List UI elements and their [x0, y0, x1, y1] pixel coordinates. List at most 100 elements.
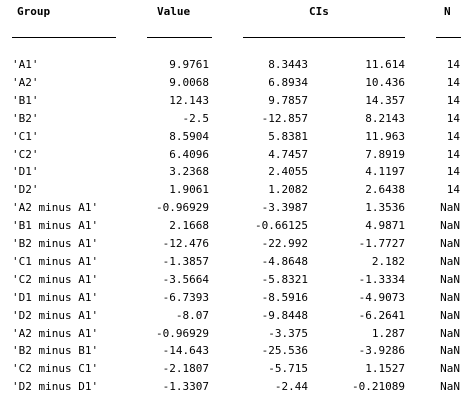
- row-group: 'B2 minus A1': [12, 237, 99, 250]
- row-value: 8.5904: [169, 129, 209, 143]
- row-ci-low: 6.8934: [268, 75, 308, 89]
- table-row: 'D1 minus A1' -6.7393 -8.5916 -4.9073 NaN: [0, 289, 475, 306]
- table-row: 'A2 minus A1' -0.96929 -3.375 1.287 NaN: [0, 325, 475, 342]
- header-cis: CIs: [309, 5, 329, 18]
- table-row: 'C1 minus A1' -1.3857 -4.8648 2.182 NaN: [0, 253, 475, 270]
- row-ci-low: -5.8321: [261, 272, 308, 286]
- row-group: 'D1': [12, 165, 39, 179]
- table-row: 'B1' 12.143 9.7857 14.357 14: [0, 92, 475, 109]
- row-group: 'D1 minus A1': [12, 290, 99, 304]
- row-value: -6.7393: [162, 290, 209, 304]
- row-n: NaN: [440, 308, 460, 322]
- row-ci-low: -25.536: [261, 344, 308, 358]
- row-n: 14: [446, 111, 460, 125]
- row-ci-low: -22.992: [261, 237, 308, 250]
- table-row: 'B2 minus A1' -12.476 -22.992 -1.7727 NaN: [0, 235, 475, 252]
- row-value: -0.96929: [156, 326, 209, 340]
- header-rule-value: [147, 37, 212, 38]
- header-n: N: [444, 5, 451, 18]
- row-ci-high: 4.9871: [365, 219, 405, 233]
- row-ci-high: 2.6438: [365, 183, 405, 197]
- row-ci-high: 11.614: [365, 58, 405, 71]
- row-group: 'D2': [12, 183, 39, 197]
- row-n: NaN: [440, 254, 460, 268]
- row-group: 'C2 minus C1': [12, 362, 99, 376]
- row-ci-high: 2.182: [371, 254, 405, 268]
- header-group: Group: [17, 5, 51, 18]
- row-ci-high: -6.2641: [358, 308, 405, 322]
- row-ci-high: 7.8919: [365, 147, 405, 161]
- row-group: 'A2 minus A1': [12, 201, 99, 215]
- row-n: 14: [446, 93, 460, 107]
- row-n: NaN: [440, 344, 460, 358]
- table-row: 'A2 minus A1' -0.96929 -3.3987 1.3536 NaN: [0, 199, 475, 216]
- row-n: 14: [446, 129, 460, 143]
- row-group: 'A2': [12, 75, 39, 89]
- row-ci-high: -3.9286: [358, 344, 405, 358]
- header-rule-n: [436, 37, 461, 38]
- row-ci-high: 1.1527: [365, 362, 405, 376]
- row-n: 14: [446, 147, 460, 161]
- row-n: NaN: [440, 201, 460, 215]
- row-value: 1.9061: [169, 183, 209, 197]
- table-row: 'A1' 9.9761 8.3443 11.614 14: [0, 56, 475, 73]
- row-value: 9.0068: [169, 75, 209, 89]
- row-group: 'C1': [12, 129, 39, 143]
- row-n: NaN: [440, 362, 460, 376]
- row-n: 14: [446, 58, 460, 71]
- table-row: 'C2 minus C1' -2.1807 -5.715 1.1527 NaN: [0, 360, 475, 377]
- table-row: 'A2' 9.0068 6.8934 10.436 14: [0, 74, 475, 91]
- row-n: 14: [446, 75, 460, 89]
- row-ci-high: -0.21089: [352, 380, 405, 394]
- row-value: -1.3307: [162, 380, 209, 394]
- row-group: 'A1': [12, 58, 39, 71]
- row-ci-low: -9.8448: [261, 308, 308, 322]
- row-ci-low: 8.3443: [268, 58, 308, 71]
- row-n: NaN: [440, 290, 460, 304]
- row-ci-high: 1.287: [371, 326, 405, 340]
- row-ci-low: -2.44: [274, 380, 308, 394]
- row-ci-low: 5.8381: [268, 129, 308, 143]
- row-ci-low: -8.5916: [261, 290, 308, 304]
- table-row: 'B2' -2.5 -12.857 8.2143 14: [0, 110, 475, 127]
- row-ci-low: 9.7857: [268, 93, 308, 107]
- row-n: NaN: [440, 237, 460, 250]
- row-value: -12.476: [162, 237, 209, 250]
- row-value: 12.143: [169, 93, 209, 107]
- row-ci-high: 10.436: [365, 75, 405, 89]
- header-value: Value: [157, 5, 191, 18]
- row-ci-high: 1.3536: [365, 201, 405, 215]
- row-ci-high: -1.3334: [358, 272, 405, 286]
- row-group: 'D2 minus A1': [12, 308, 99, 322]
- row-ci-low: -5.715: [268, 362, 308, 376]
- row-ci-high: -1.7727: [358, 237, 405, 250]
- row-ci-low: 1.2082: [268, 183, 308, 197]
- row-value: -2.1807: [162, 362, 209, 376]
- row-group: 'B2 minus B1': [12, 344, 99, 358]
- row-group: 'C2 minus A1': [12, 272, 99, 286]
- header-rule-cis: [243, 37, 405, 38]
- row-value: -3.5664: [162, 272, 209, 286]
- row-ci-high: 11.963: [365, 129, 405, 143]
- row-ci-low: -0.66125: [255, 219, 308, 233]
- row-n: 14: [446, 183, 460, 197]
- row-n: NaN: [440, 326, 460, 340]
- row-n: 14: [446, 165, 460, 179]
- row-value: 3.2368: [169, 165, 209, 179]
- row-group: 'C1 minus A1': [12, 254, 99, 268]
- row-ci-low: -3.3987: [261, 201, 308, 215]
- row-group: 'B1': [12, 93, 39, 107]
- table-row: 'D2' 1.9061 1.2082 2.6438 14: [0, 181, 475, 198]
- table-row: 'C2' 6.4096 4.7457 7.8919 14: [0, 146, 475, 163]
- table-row: 'B2 minus B1' -14.643 -25.536 -3.9286 NaN: [0, 342, 475, 359]
- row-n: NaN: [440, 380, 460, 394]
- row-group: 'A2 minus A1': [12, 326, 99, 340]
- table-row: 'D1' 3.2368 2.4055 4.1197 14: [0, 163, 475, 180]
- row-value: -0.96929: [156, 201, 209, 215]
- row-ci-low: 2.4055: [268, 165, 308, 179]
- row-group: 'B2': [12, 111, 39, 125]
- row-value: 9.9761: [169, 58, 209, 71]
- row-ci-low: 4.7457: [268, 147, 308, 161]
- row-value: -2.5: [182, 111, 210, 125]
